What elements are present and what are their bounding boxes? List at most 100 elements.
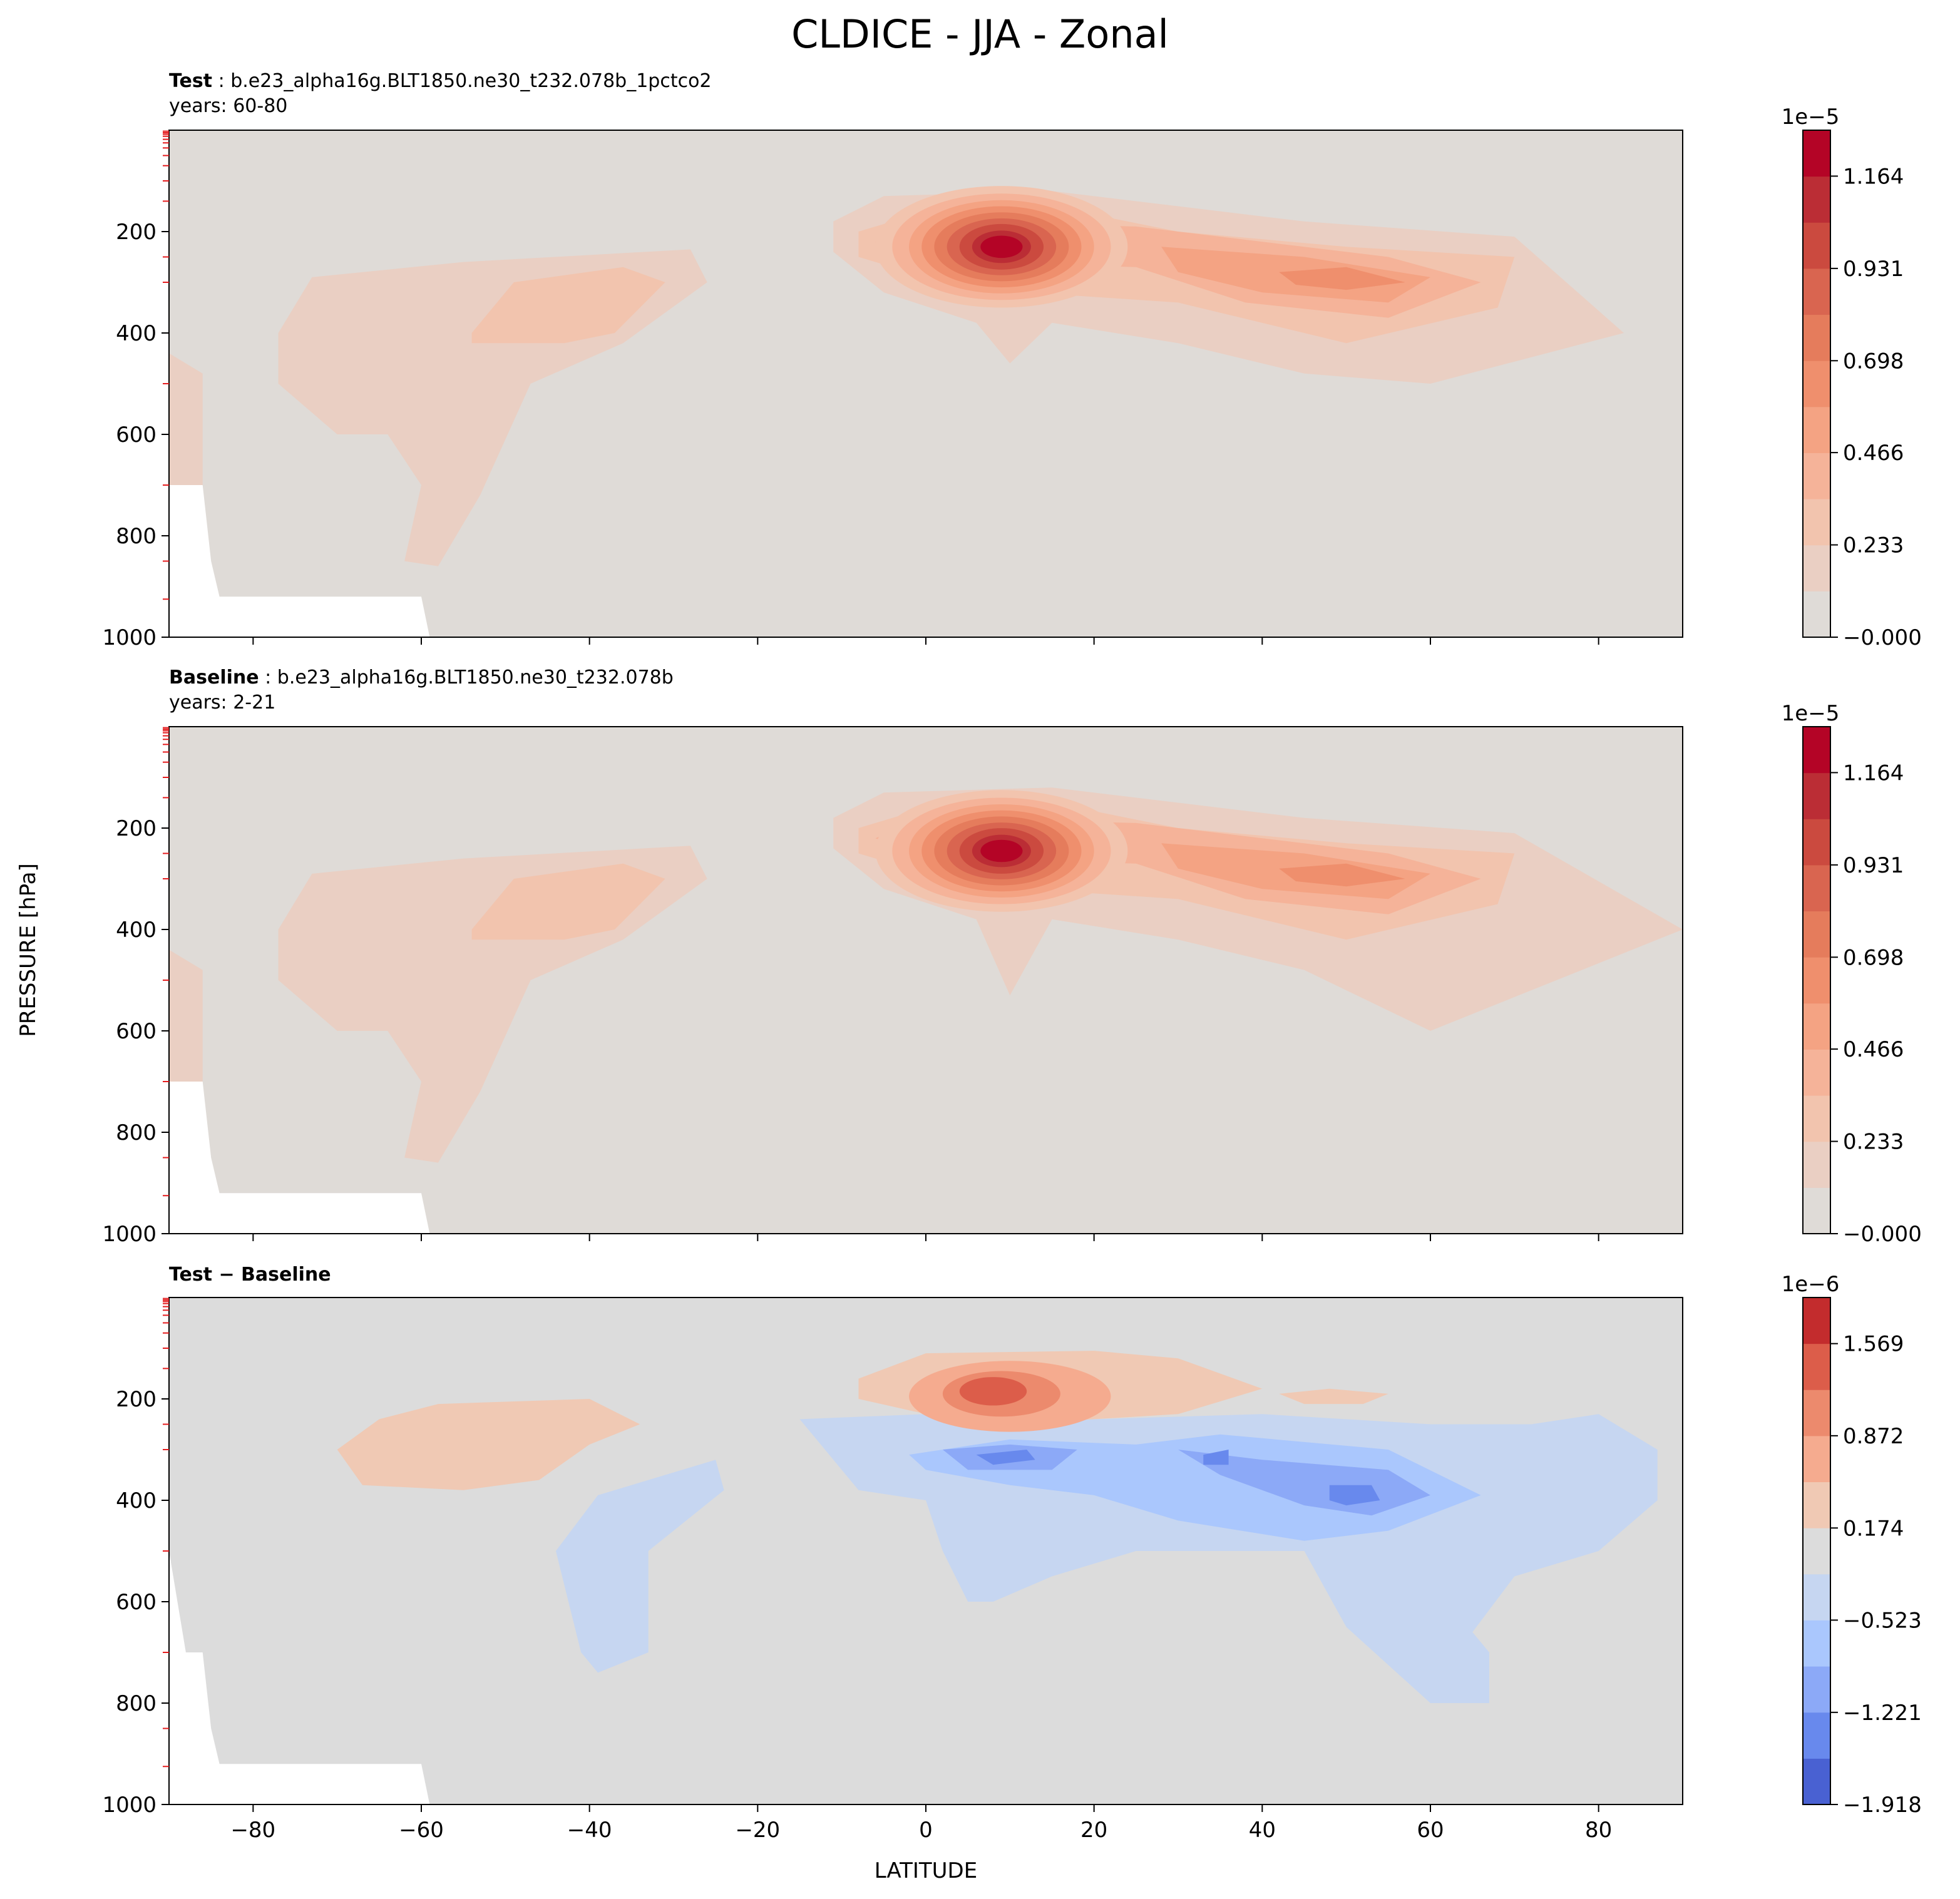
panel-label-baseline: Baseline (169, 667, 259, 688)
contour-level-5 (1279, 267, 1405, 290)
colorbar-segment (1803, 1298, 1830, 1344)
colorbar-segment (1803, 314, 1830, 361)
axes-panel-2: −80 −60 −40 −20 0 20 40 60 80 200 400 600 800 1000 (102, 1297, 1683, 1843)
y-tick-label: 400 (116, 918, 156, 943)
colorbar-tick-label: 0.698 (1843, 349, 1904, 374)
colorbar-segment (1803, 911, 1830, 958)
axes-panel-1: 200 400 600 800 1000 (102, 726, 1683, 1247)
y-tick-label: 200 (116, 220, 156, 245)
colorbar-segment (1803, 1758, 1830, 1805)
colorbar-segment (1803, 591, 1830, 638)
x-tick-label: 20 (1080, 1818, 1107, 1843)
contour-level-2 (471, 863, 665, 940)
colorbar-exponent: 1e−6 (1782, 1272, 1840, 1297)
contour-level-pos1 (337, 1399, 640, 1490)
contour-panel-baseline (169, 727, 1683, 1234)
x-tick-label: −20 (735, 1818, 780, 1843)
contour-level-neg4 (1329, 1485, 1380, 1506)
colorbar-segment (1803, 1435, 1830, 1483)
x-tick-label: 40 (1249, 1818, 1276, 1843)
colorbar-segment (1803, 772, 1830, 819)
colorbar-segment (1803, 1049, 1830, 1096)
colorbar-tick-label: 1.164 (1843, 164, 1904, 189)
contour-level-10 (980, 235, 1023, 258)
colorbar-frame (1802, 726, 1831, 1234)
x-tick-label: 60 (1417, 1818, 1444, 1843)
colorbar-segment (1803, 268, 1830, 315)
panel-header-diff: Test − Baseline (169, 1262, 331, 1287)
colorbar-segment (1803, 1528, 1830, 1575)
colorbar-tick-label: 0.174 (1843, 1516, 1904, 1541)
contour-level-2 (471, 267, 665, 344)
panel-case-test: b.e23_alpha16g.BLT1850.ne30_t232.078b_1p… (230, 70, 712, 92)
colorbar-segment (1803, 453, 1830, 499)
panel-colon: : (259, 667, 277, 688)
colorbar-frame (1802, 1297, 1831, 1805)
colorbar-segment (1803, 1712, 1830, 1759)
panel-years-baseline: years: 2-21 (169, 692, 276, 714)
colorbar-segment (1803, 1003, 1830, 1050)
y-tick-label: 200 (116, 816, 156, 841)
y-axis-label: PRESSURE [hPa] (16, 863, 41, 1037)
panel-label-diff: Test − Baseline (169, 1264, 331, 1286)
colorbar-tick-label: −0.523 (1843, 1608, 1922, 1633)
colorbar-segment (1803, 1482, 1830, 1528)
y-tick-label: 800 (116, 1691, 156, 1716)
panel-case-baseline: b.e23_alpha16g.BLT1850.ne30_t232.078b (277, 667, 674, 688)
panel-label-test: Test (169, 70, 213, 92)
colorbar-segment (1803, 1187, 1830, 1234)
contour-level-5 (1279, 863, 1405, 887)
contour-panel-difference (169, 1298, 1683, 1804)
contour-level-neg4 (1203, 1450, 1229, 1465)
y-tick-label: 800 (116, 1120, 156, 1145)
colorbar-segment (1803, 1574, 1830, 1620)
contour-level-1 (169, 353, 203, 485)
colorbar-tick-label: 0.698 (1843, 945, 1904, 970)
axes-panel-0: 200 400 600 800 1000 (102, 130, 1683, 650)
colorbar-segment (1803, 957, 1830, 1004)
colorbar-tick-label: 0.931 (1843, 257, 1904, 282)
panel-years-test: years: 60-80 (169, 95, 288, 117)
colorbar-segment (1803, 499, 1830, 546)
colorbar-0: 1e−5 1.164 0.931 0.698 0.466 0.233 −0.000 (1782, 105, 1922, 650)
figure-title: CLDICE - JJA - Zonal (791, 11, 1169, 57)
y-tick-label: 400 (116, 1488, 156, 1513)
colorbar-2: 1e−6 1.569 0.872 0.174 −0.523 −1.221 −1.918 (1782, 1272, 1922, 1818)
y-tick-label: 600 (116, 1019, 156, 1044)
contour-panel-test (169, 130, 1683, 637)
panel-colon: : (212, 70, 231, 92)
colorbar-segment (1803, 864, 1830, 912)
x-tick-label: −40 (567, 1818, 612, 1843)
colorbar-tick-label: −1.221 (1843, 1701, 1922, 1726)
contour-level-pos4 (959, 1377, 1027, 1406)
contour-level-10 (980, 839, 1023, 862)
colorbar-segment (1803, 130, 1830, 177)
y-tick-label: 600 (116, 1590, 156, 1615)
masked-region (169, 485, 430, 637)
y-tick-label: 1000 (102, 1222, 156, 1247)
y-tick-label: 400 (116, 321, 156, 346)
colorbar-segment (1803, 1095, 1830, 1142)
contour-level-neg4 (976, 1450, 1035, 1465)
colorbar-exponent: 1e−5 (1782, 701, 1840, 726)
x-tick-label: 80 (1585, 1818, 1612, 1843)
y-tick-label: 600 (116, 422, 156, 448)
colorbar-tick-label: −0.000 (1843, 1222, 1922, 1247)
contour-level-neg1 (555, 1460, 724, 1673)
colorbar-tick-label: 1.164 (1843, 760, 1904, 786)
y-tick-label: 800 (116, 524, 156, 549)
colorbar-tick-label: −0.000 (1843, 625, 1922, 650)
masked-region (169, 1082, 430, 1234)
colorbar-1: 1e−5 1.164 0.931 0.698 0.466 0.233 −0.000 (1782, 701, 1922, 1247)
colorbar-frame (1802, 130, 1831, 638)
colorbar-tick-label: 0.872 (1843, 1424, 1904, 1449)
colorbar-segment (1803, 727, 1830, 774)
colorbar-tick-label: 0.466 (1843, 1037, 1904, 1062)
colorbar-segment (1803, 1666, 1830, 1713)
colorbar-segment (1803, 1141, 1830, 1188)
x-tick-label: −60 (399, 1818, 444, 1843)
y-tick-label: 200 (116, 1387, 156, 1412)
contour-level-1 (169, 950, 203, 1082)
panel-header-baseline: Baseline : b.e23_alpha16g.BLT1850.ne30_t… (169, 665, 674, 715)
colorbar-tick-label: −1.918 (1843, 1793, 1922, 1818)
